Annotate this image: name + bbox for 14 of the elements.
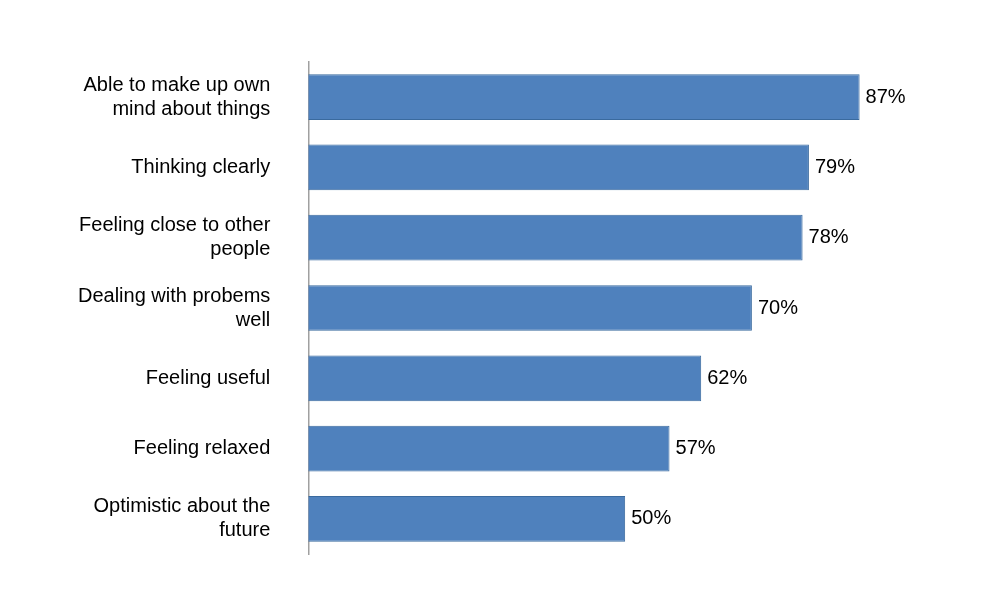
y-tick-label: Able to make up own mind about things xyxy=(83,72,271,119)
y-tick-label: Feeling useful xyxy=(145,365,271,388)
y-tick-label: Dealing with probems well xyxy=(77,283,271,330)
data-label: 62% xyxy=(707,365,748,388)
data-label: 87% xyxy=(865,84,906,107)
data-label: 78% xyxy=(808,225,849,248)
data-label: 57% xyxy=(675,436,716,459)
y-tick-label: Thinking clearly xyxy=(131,154,271,177)
y-tick-label: Optimistic about the future xyxy=(93,494,271,541)
y-tick-label: Feeling relaxed xyxy=(133,436,271,459)
data-label: 79% xyxy=(814,154,856,177)
data-label: 50% xyxy=(631,506,672,529)
data-label: 70% xyxy=(757,295,799,318)
y-tick-label: Feeling close to other people xyxy=(79,213,271,260)
